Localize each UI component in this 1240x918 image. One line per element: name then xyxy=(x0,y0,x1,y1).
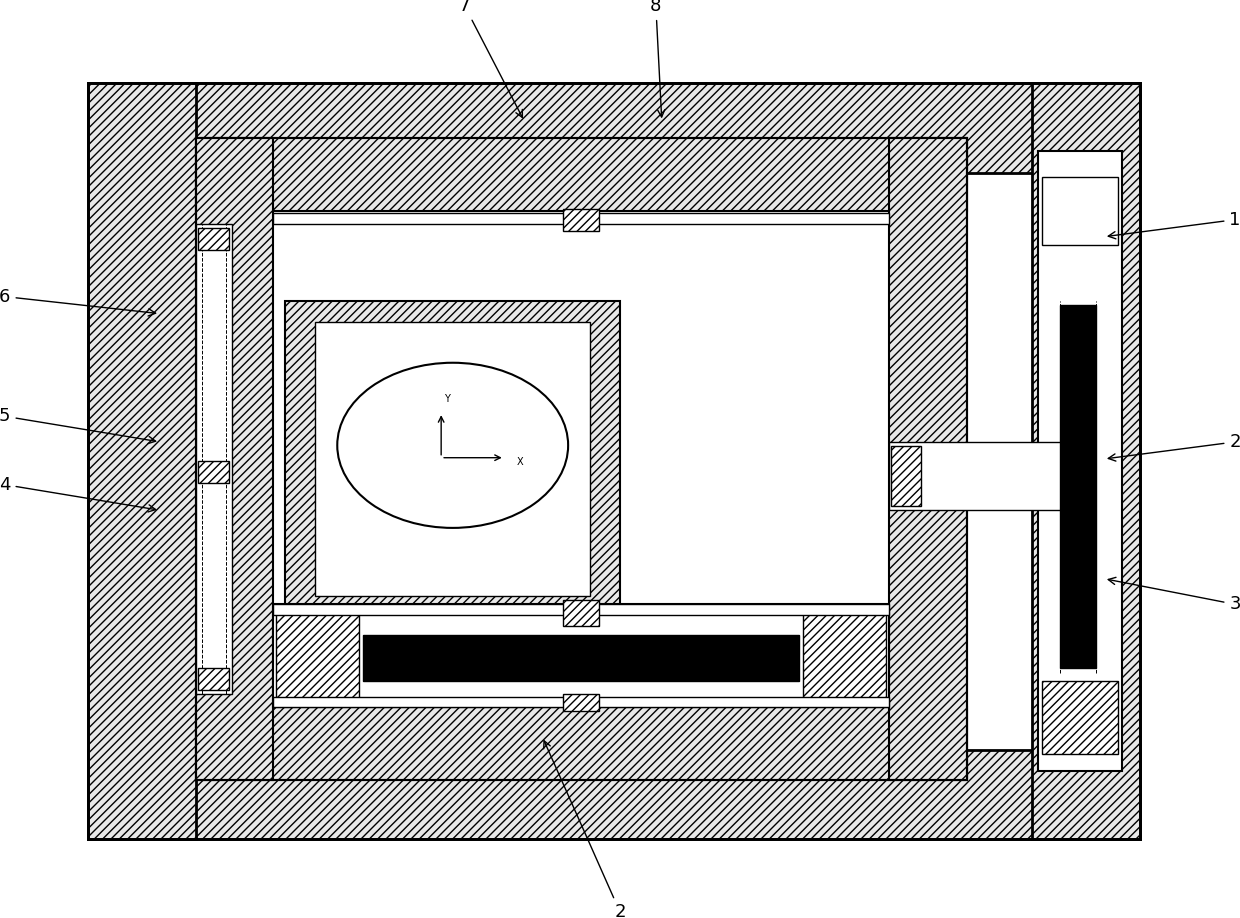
Bar xyxy=(1038,151,1122,771)
Bar xyxy=(196,139,274,779)
Bar xyxy=(196,139,966,779)
Bar xyxy=(88,750,1140,839)
Bar xyxy=(198,668,229,689)
Bar xyxy=(196,139,966,211)
Text: 4: 4 xyxy=(0,476,156,512)
Bar xyxy=(1042,177,1118,245)
Bar xyxy=(892,446,921,506)
Bar xyxy=(88,83,196,839)
Bar xyxy=(198,461,229,483)
Text: 2: 2 xyxy=(1109,433,1240,461)
Bar xyxy=(274,604,889,707)
Bar xyxy=(88,83,1140,839)
Bar xyxy=(563,209,599,230)
Text: 7: 7 xyxy=(459,0,522,118)
Bar xyxy=(1060,305,1096,668)
Bar xyxy=(88,83,1140,173)
Bar xyxy=(563,694,599,711)
Text: 3: 3 xyxy=(1109,577,1240,613)
Bar xyxy=(274,697,889,707)
Bar xyxy=(274,213,889,224)
Text: Y: Y xyxy=(444,394,450,404)
Bar xyxy=(1042,681,1118,754)
Bar xyxy=(196,224,232,694)
Bar xyxy=(274,604,889,614)
Text: 5: 5 xyxy=(0,408,156,443)
Text: 1: 1 xyxy=(1109,210,1240,239)
Bar xyxy=(275,609,360,702)
Bar xyxy=(274,211,889,707)
Bar xyxy=(1032,83,1140,839)
Text: X: X xyxy=(517,457,523,467)
Bar xyxy=(363,635,800,681)
Bar xyxy=(889,442,1063,510)
Text: 6: 6 xyxy=(0,287,155,316)
Bar xyxy=(563,600,599,626)
Bar xyxy=(889,139,966,779)
Text: 2: 2 xyxy=(543,741,626,918)
Bar xyxy=(802,609,887,702)
Bar xyxy=(315,322,590,596)
Bar xyxy=(196,707,966,779)
Bar xyxy=(285,301,620,617)
Bar xyxy=(198,229,229,250)
Circle shape xyxy=(337,363,568,528)
Text: 8: 8 xyxy=(650,0,665,117)
